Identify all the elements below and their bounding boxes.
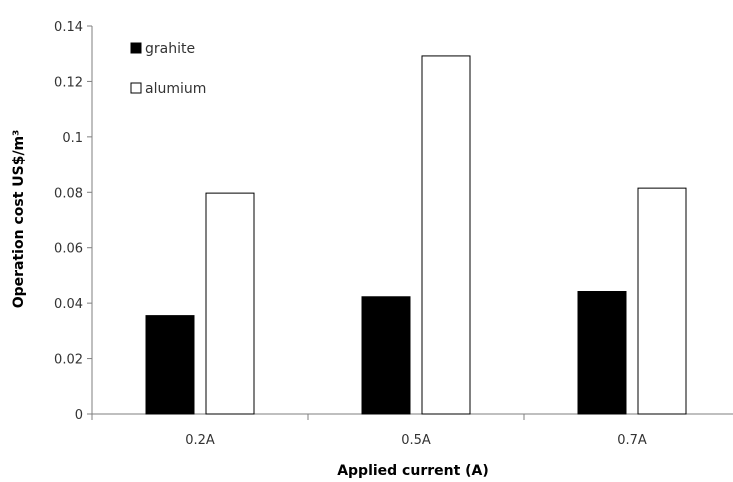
- bar-alumium-0.7A: [637, 187, 687, 415]
- y-tick-label: 0.04: [54, 297, 83, 312]
- bars: [145, 55, 687, 415]
- legend-label-alumium: alumium: [145, 81, 206, 97]
- legend-swatch-grahite: [130, 42, 142, 54]
- y-tick-label: 0.06: [54, 242, 83, 257]
- y-tick-label: 0: [75, 408, 83, 423]
- x-ticks: 0.2A 0.5A 0.7A: [91, 414, 647, 448]
- y-ticks: 0 0.02 0.04 0.06 0.08 0.1 0.12 0.14: [54, 20, 92, 423]
- bar-grahite-0.7A: [577, 291, 627, 415]
- legend-label-grahite: grahite: [145, 41, 195, 57]
- legend-swatch-alumium: [130, 82, 142, 94]
- y-tick-label: 0.1: [62, 131, 83, 146]
- bar-grahite-0.5A: [361, 296, 411, 415]
- y-axis-title: Operation cost US$/m³: [11, 130, 27, 309]
- legend: grahite alumium: [130, 41, 206, 97]
- y-tick-label: 0.12: [54, 75, 83, 90]
- x-tick-label: 0.5A: [401, 433, 431, 448]
- x-tick-label: 0.7A: [617, 433, 647, 448]
- y-tick-label: 0.02: [54, 353, 83, 368]
- x-tick-label: 0.2A: [185, 433, 215, 448]
- x-axis-title: Applied current (A): [337, 463, 489, 479]
- bar-grahite-0.2A: [145, 315, 195, 415]
- y-tick-label: 0.08: [54, 186, 83, 201]
- y-tick-label: 0.14: [54, 20, 83, 35]
- bar-alumium-0.5A: [421, 55, 471, 415]
- bar-alumium-0.2A: [205, 192, 255, 415]
